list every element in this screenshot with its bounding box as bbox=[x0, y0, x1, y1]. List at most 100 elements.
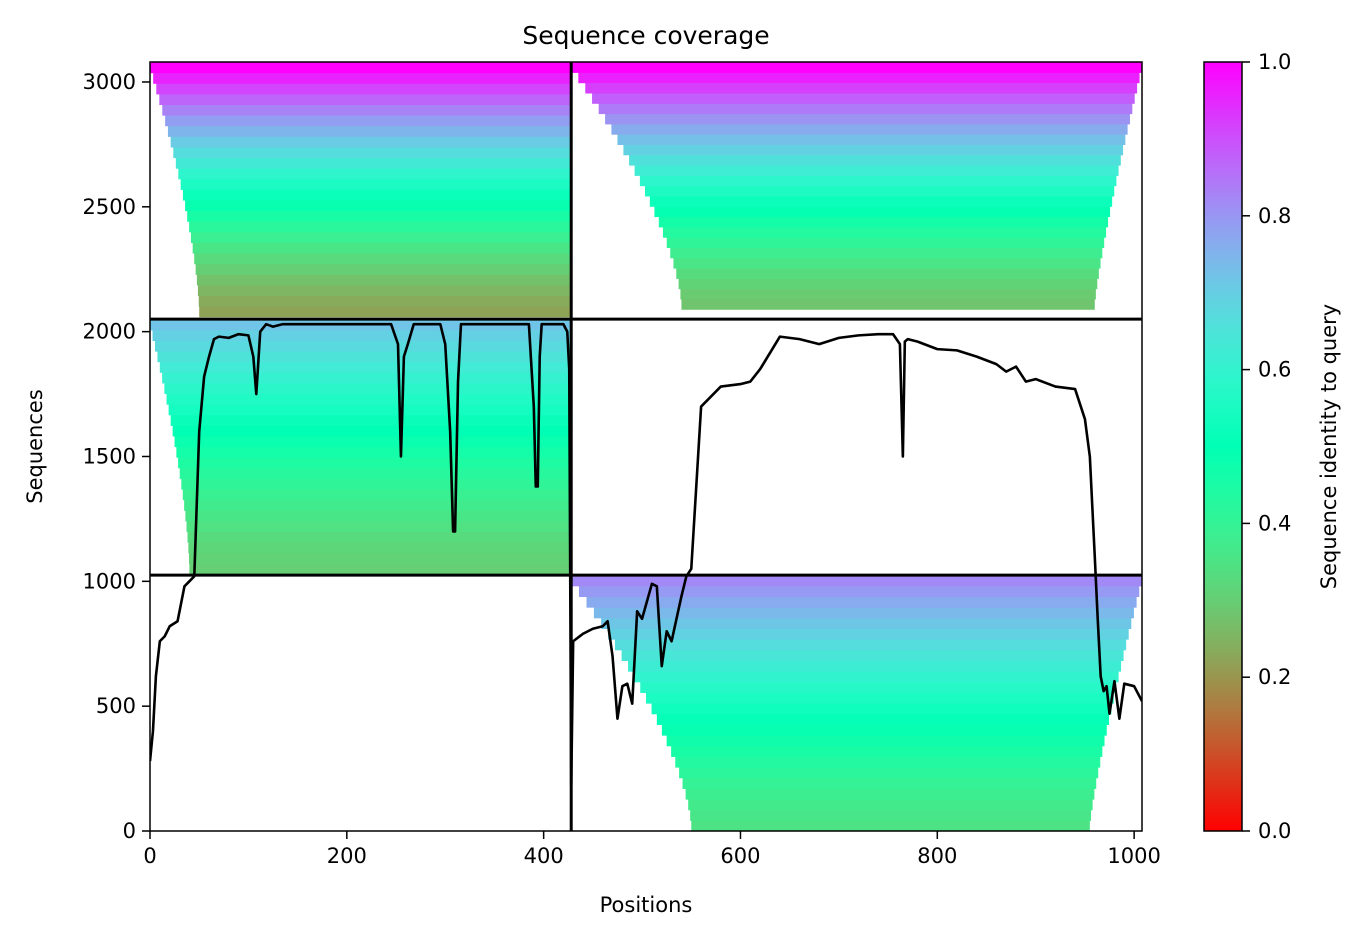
heatmap-band bbox=[195, 263, 572, 275]
heatmap-band bbox=[170, 414, 572, 426]
heatmap-band bbox=[189, 563, 572, 575]
colorbar-ticks: 0.0 0.2 0.4 0.6 0.8 1.0 bbox=[1242, 50, 1291, 843]
heatmap-band bbox=[190, 231, 572, 243]
heatmap-band bbox=[187, 210, 572, 222]
heatmap-band bbox=[640, 681, 1117, 693]
heatmap-band bbox=[187, 531, 572, 543]
heatmap-band bbox=[608, 628, 1129, 640]
heatmap-band bbox=[593, 607, 1134, 619]
x-tick-label: 1000 bbox=[1107, 844, 1160, 868]
heatmap-band bbox=[601, 617, 1132, 629]
heatmap-band bbox=[172, 425, 572, 437]
colorbar-tick-label: 0.0 bbox=[1258, 819, 1291, 843]
heatmap-band bbox=[178, 168, 572, 180]
x-axis-label: Positions bbox=[600, 893, 693, 917]
heatmap-band bbox=[192, 242, 572, 254]
heatmap-band bbox=[682, 777, 1097, 789]
heatmap-band bbox=[174, 435, 572, 448]
heatmap-band bbox=[688, 799, 1093, 811]
heatmap-band bbox=[678, 278, 1098, 290]
block-middle-left bbox=[150, 319, 572, 575]
heatmap-band bbox=[658, 216, 1109, 228]
heatmap-layer bbox=[150, 62, 1142, 831]
heatmap-band bbox=[159, 93, 572, 106]
colorbar-tick-label: 1.0 bbox=[1258, 50, 1291, 74]
heatmap-band bbox=[623, 144, 1124, 156]
chart-title: Sequence coverage bbox=[522, 21, 769, 50]
heatmap-band bbox=[691, 820, 1090, 831]
colorbar bbox=[1203, 61, 1243, 832]
heatmap-band bbox=[155, 340, 572, 352]
heatmap-band bbox=[634, 671, 1119, 683]
heatmap-band bbox=[644, 185, 1115, 197]
heatmap-band bbox=[199, 306, 572, 318]
heatmap-band bbox=[614, 639, 1127, 651]
heatmap-band bbox=[176, 446, 572, 458]
heatmap-band bbox=[185, 199, 572, 212]
heatmap-band bbox=[170, 136, 572, 148]
y-tick-label: 2000 bbox=[83, 320, 136, 344]
heatmap-band bbox=[156, 83, 572, 95]
heatmap-band bbox=[646, 692, 1114, 704]
heatmap-band bbox=[173, 146, 572, 159]
heatmap-band bbox=[676, 267, 1099, 279]
heatmap-band bbox=[182, 189, 572, 201]
heatmap-band bbox=[188, 542, 572, 554]
y-axis-label: Sequences bbox=[23, 389, 47, 504]
heatmap-band bbox=[189, 552, 572, 564]
heatmap-band bbox=[182, 488, 572, 501]
heatmap-band bbox=[598, 103, 1133, 115]
heatmap-band bbox=[157, 351, 572, 363]
heatmap-band bbox=[690, 809, 1092, 821]
heatmap-band bbox=[165, 115, 572, 127]
x-tick-label: 400 bbox=[524, 844, 564, 868]
heatmap-band bbox=[189, 221, 572, 233]
heatmap-band bbox=[571, 575, 1142, 587]
block-top-left bbox=[150, 62, 572, 318]
heatmap-band bbox=[617, 134, 1126, 145]
heatmap-band bbox=[651, 703, 1112, 715]
heatmap-band bbox=[680, 288, 1096, 300]
heatmap-band bbox=[628, 660, 1122, 672]
heatmap-band bbox=[196, 274, 572, 286]
block-bottom-right bbox=[571, 575, 1142, 831]
heatmap-band bbox=[654, 206, 1111, 218]
heatmap-band bbox=[159, 361, 572, 373]
x-tick-label: 600 bbox=[720, 844, 760, 868]
heatmap-band bbox=[178, 457, 572, 469]
heatmap-band bbox=[184, 499, 572, 511]
heatmap-band bbox=[611, 123, 1128, 135]
heatmap-band bbox=[592, 92, 1135, 104]
heatmap-band bbox=[679, 767, 1099, 779]
heatmap-band bbox=[671, 745, 1103, 757]
heatmap-band bbox=[198, 295, 572, 307]
heatmap-band bbox=[621, 649, 1124, 661]
heatmap-band bbox=[150, 62, 572, 74]
y-tick-label: 2500 bbox=[83, 195, 136, 219]
heatmap-band bbox=[175, 157, 572, 169]
heatmap-band bbox=[670, 247, 1103, 259]
heatmap-band bbox=[179, 467, 572, 479]
heatmap-band bbox=[164, 382, 572, 395]
heatmap-band bbox=[661, 724, 1107, 736]
colorbar-tick-label: 0.8 bbox=[1258, 204, 1291, 228]
heatmap-band bbox=[666, 237, 1105, 248]
heatmap-band bbox=[194, 253, 572, 265]
colorbar-tick-label: 0.6 bbox=[1258, 358, 1291, 382]
heatmap-band bbox=[181, 478, 572, 490]
heatmap-band bbox=[180, 178, 572, 190]
heatmap-band bbox=[167, 125, 572, 137]
heatmap-band bbox=[578, 72, 1140, 84]
y-tick-label: 1000 bbox=[83, 569, 136, 593]
coverage-line bbox=[150, 322, 1142, 788]
x-axis-ticks: 0 200 400 600 800 1000 bbox=[143, 831, 1161, 868]
heatmap-band bbox=[153, 72, 572, 84]
heatmap-band bbox=[585, 82, 1138, 94]
block-top-right bbox=[571, 62, 1142, 310]
x-tick-label: 200 bbox=[327, 844, 367, 868]
heatmap-band bbox=[649, 195, 1113, 207]
heatmap-band bbox=[166, 393, 572, 405]
heatmap-band bbox=[571, 62, 1142, 73]
heatmap-band bbox=[605, 113, 1130, 125]
